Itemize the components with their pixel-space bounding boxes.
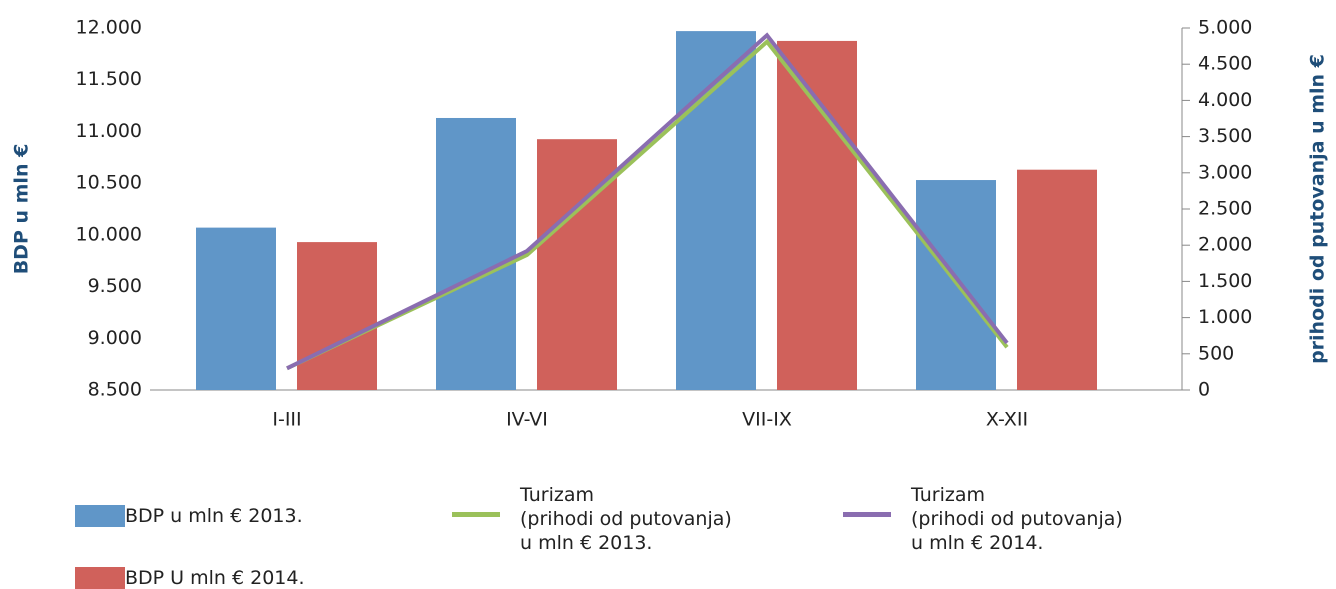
legend-label: Turizam (prihodi od putovanja) u mln € 2… bbox=[911, 484, 1123, 554]
y2-tick-label: 1.500 bbox=[1198, 270, 1252, 292]
line bbox=[286, 32, 1009, 371]
y2-tick-label: 2.500 bbox=[1198, 198, 1252, 220]
legend-swatch bbox=[452, 512, 500, 517]
bar bbox=[1017, 169, 1097, 390]
y-axis-label: BDP u mln € bbox=[11, 144, 33, 275]
y-tick-label: 9.000 bbox=[88, 327, 142, 349]
y2-axis-label: prihodi od putovanja u mln € bbox=[1307, 54, 1329, 364]
y-tick-label: 12.000 bbox=[76, 17, 142, 39]
legend-label: BDP u mln € 2013. bbox=[125, 505, 303, 527]
bar bbox=[676, 31, 756, 391]
y2-tick-label: 3.500 bbox=[1198, 125, 1252, 147]
legend-label: BDP U mln € 2014. bbox=[125, 567, 305, 589]
bar bbox=[297, 242, 377, 390]
x-tick-label: X-XII bbox=[986, 409, 1028, 431]
y2-tick-label: 4.500 bbox=[1198, 53, 1252, 75]
y-tick-label: 8.500 bbox=[88, 379, 142, 401]
x-tick-label: I-III bbox=[272, 409, 301, 431]
x-tick-label: IV-VI bbox=[506, 409, 548, 431]
legend-label: Turizam (prihodi od putovanja) u mln € 2… bbox=[520, 484, 732, 554]
y2-tick-label: 3.000 bbox=[1198, 161, 1252, 183]
legend-swatch bbox=[843, 512, 891, 517]
bar bbox=[777, 40, 857, 391]
y-tick-label: 11.500 bbox=[76, 68, 142, 90]
y2-tick-label: 500 bbox=[1198, 342, 1234, 364]
y2-tick-label: 5.000 bbox=[1198, 17, 1252, 39]
y-tick-label: 11.000 bbox=[76, 120, 142, 142]
x-tick-label: VII-IX bbox=[742, 409, 792, 431]
y2-tick-label: 2.000 bbox=[1198, 234, 1252, 256]
y-tick-label: 10.000 bbox=[76, 223, 142, 245]
y-tick-label: 9.500 bbox=[88, 275, 142, 297]
y2-tick-label: 0 bbox=[1198, 379, 1210, 401]
bar bbox=[196, 227, 276, 390]
y2-tick-label: 1.000 bbox=[1198, 306, 1252, 328]
y2-tick-label: 4.000 bbox=[1198, 89, 1252, 111]
y-tick-label: 10.500 bbox=[76, 172, 142, 194]
legend-swatch bbox=[75, 505, 125, 527]
legend-swatch bbox=[75, 567, 125, 589]
bar bbox=[537, 139, 617, 390]
chart: BDP u mln € prihodi od putovanja u mln €… bbox=[11, 17, 1329, 431]
bar bbox=[436, 117, 516, 391]
